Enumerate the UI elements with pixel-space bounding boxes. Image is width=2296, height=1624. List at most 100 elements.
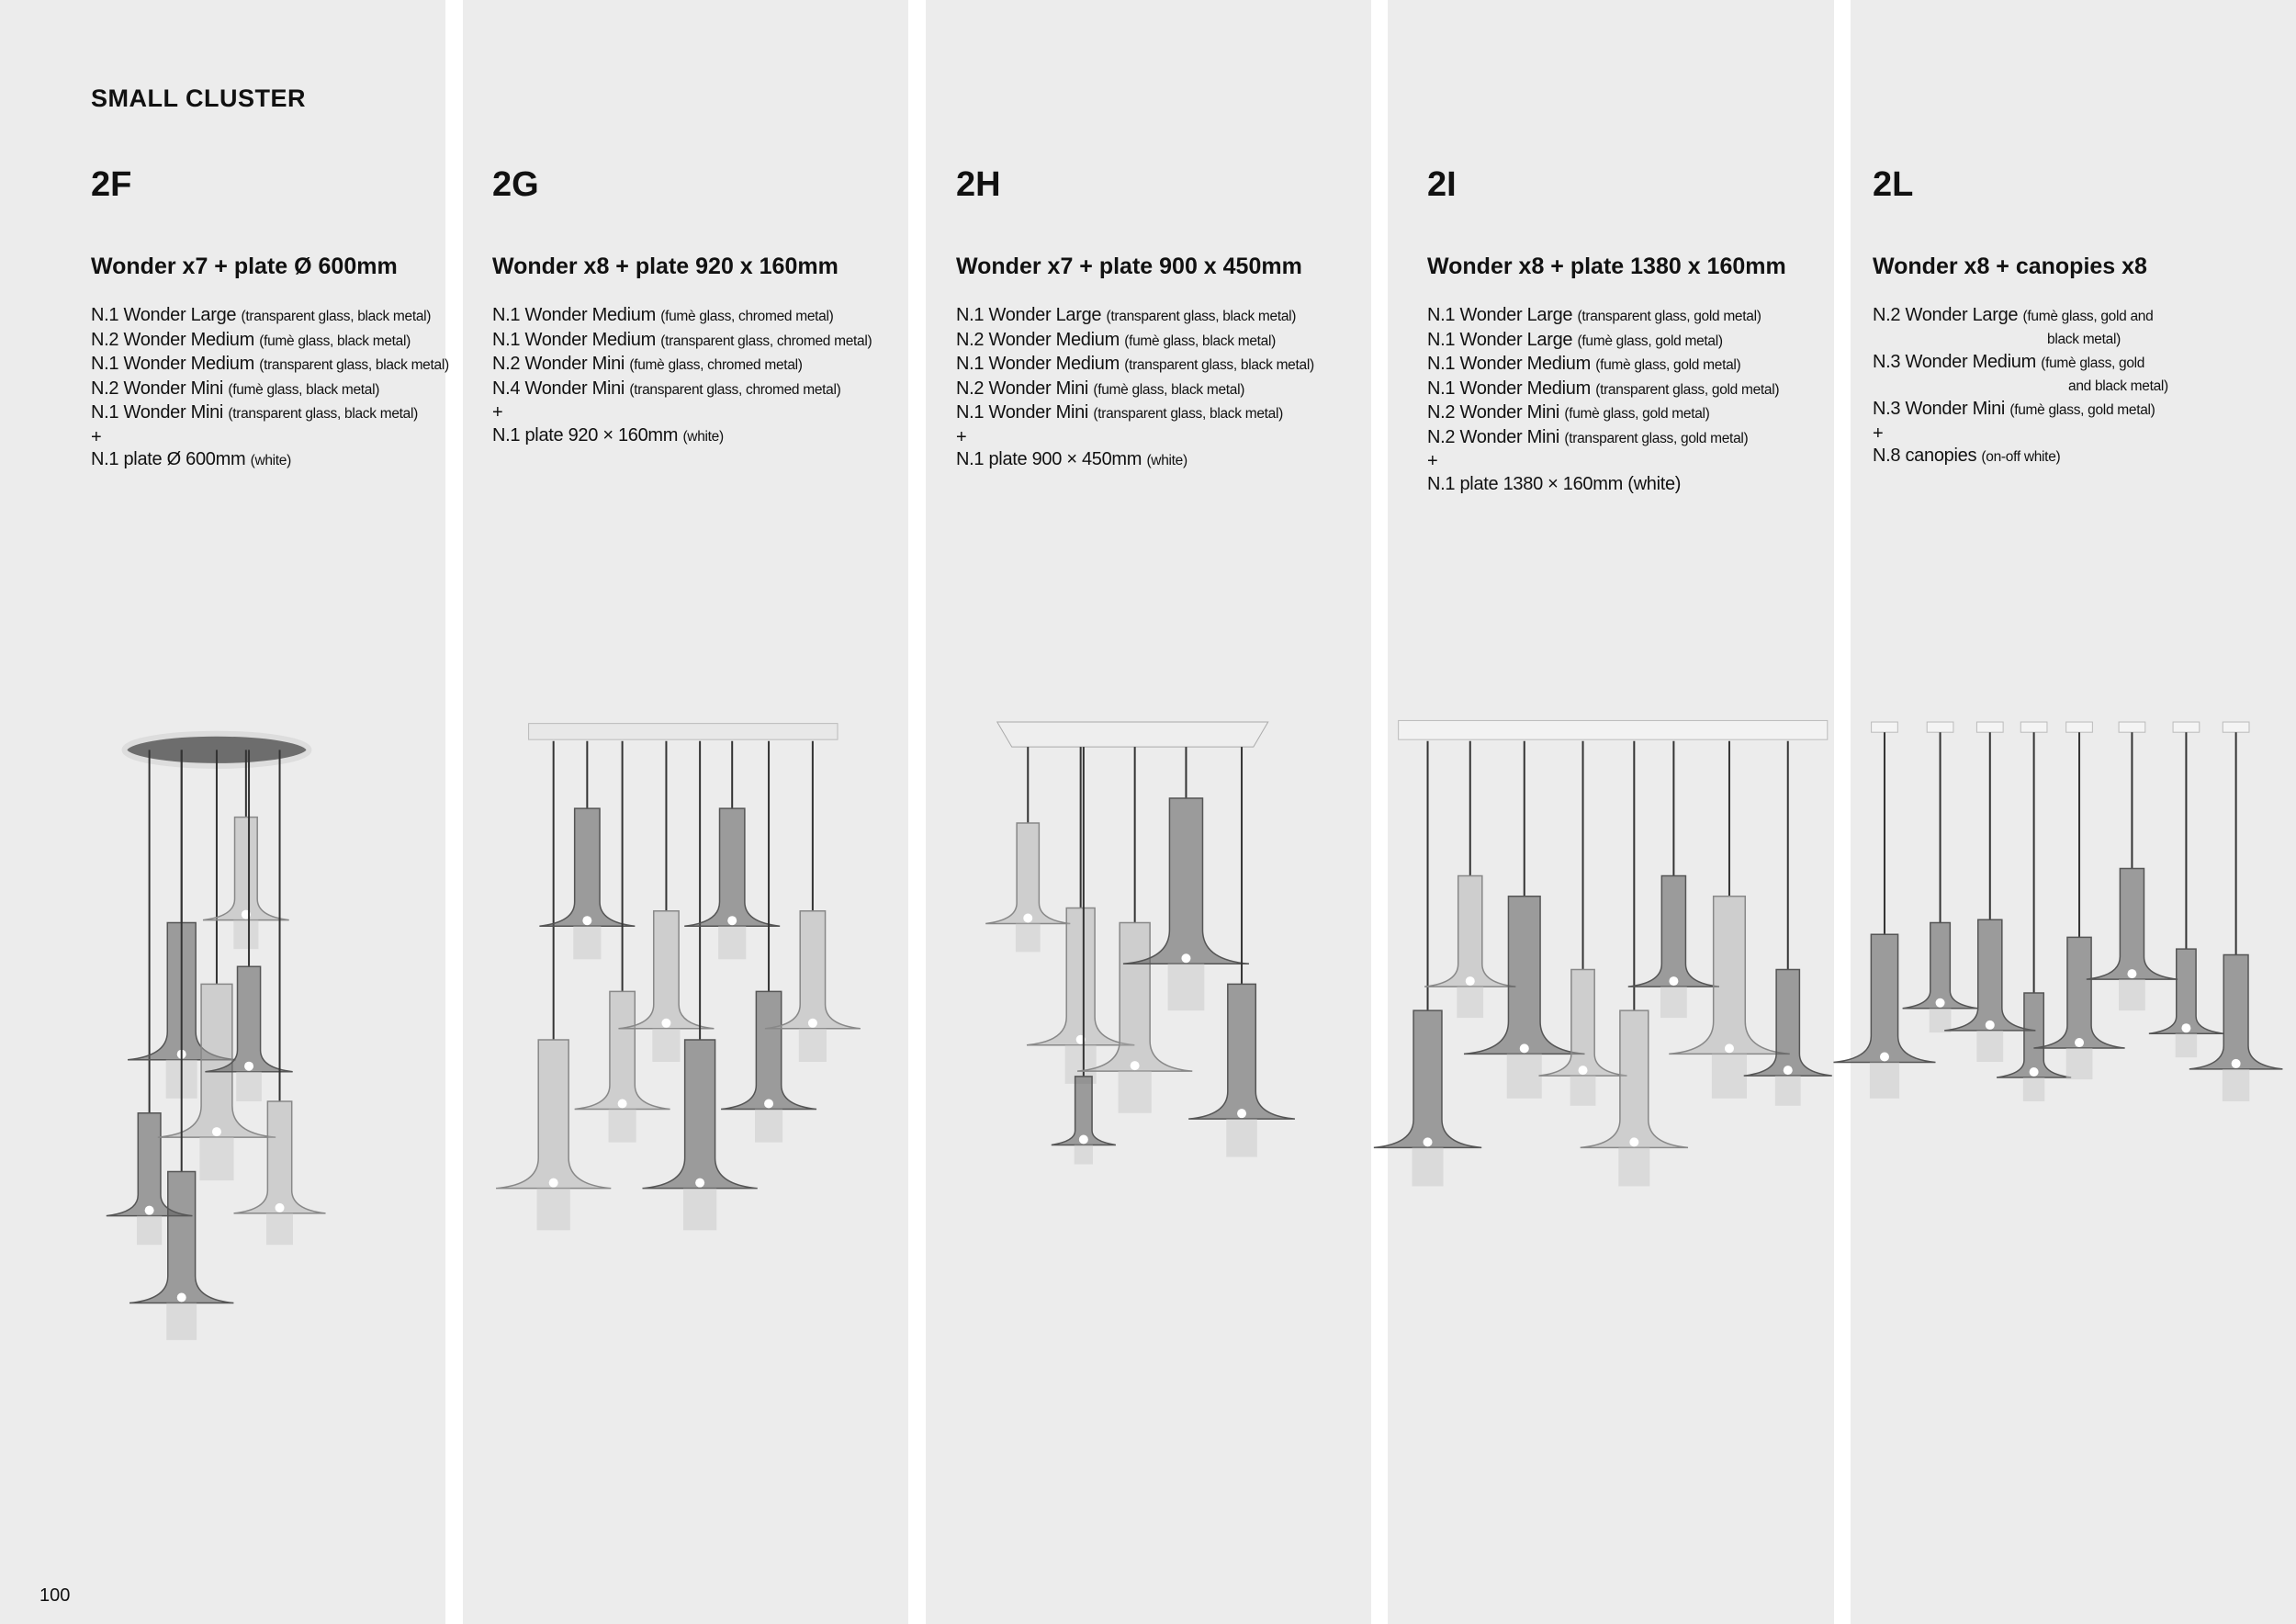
component-name: N.8 canopies bbox=[1873, 445, 1977, 466]
wonder-pendant-stem bbox=[573, 926, 602, 960]
component-item: N.2 Wonder Mini (fumè glass, chromed met… bbox=[492, 353, 872, 378]
section-title: SMALL CLUSTER bbox=[91, 85, 306, 112]
wonder-pendant-glass bbox=[2189, 953, 2283, 1070]
wonder-pendant-stem bbox=[199, 1137, 234, 1181]
wonder-pendant-stem bbox=[137, 1215, 163, 1246]
wonder-pendant-stem bbox=[1167, 964, 1205, 1011]
component-item: N.3 Wonder Mini (fumè glass, gold metal) bbox=[1873, 398, 2168, 423]
component-name: N.2 Wonder Mini bbox=[91, 378, 224, 399]
wonder-pendant-stem bbox=[1711, 1054, 1748, 1099]
component-name: + bbox=[1873, 423, 1884, 444]
component-item: N.1 Wonder Medium (fumè glass, gold meta… bbox=[1427, 353, 1779, 378]
component-name: N.1 plate 900 × 450mm bbox=[956, 449, 1142, 469]
light-bulb-icon bbox=[695, 1178, 705, 1188]
component-detail: (fumè glass, chromed metal) bbox=[660, 309, 834, 324]
component-detail: (fumè glass, gold metal) bbox=[1595, 357, 1741, 373]
wonder-pendant-stem bbox=[1506, 1054, 1542, 1099]
wonder-pendant-stem bbox=[652, 1028, 681, 1062]
light-bulb-icon bbox=[176, 1292, 186, 1303]
wonder-pendant-glass bbox=[1627, 874, 1720, 987]
component-detail: (transparent glass, gold metal) bbox=[1595, 381, 1780, 398]
component-detail: (transparent glass, black metal) bbox=[1106, 309, 1297, 324]
wonder-pendant-glass bbox=[1051, 1076, 1116, 1146]
wonder-pendant-stem bbox=[2222, 1068, 2250, 1101]
wonder-pendant-glass bbox=[496, 1039, 612, 1190]
component-name: N.2 Wonder Medium bbox=[956, 329, 1120, 350]
wonder-pendant-glass bbox=[539, 807, 636, 927]
wonder-pendant-stem bbox=[755, 1109, 783, 1143]
wonder-pendant-stem bbox=[1226, 1119, 1257, 1157]
canopy bbox=[1871, 721, 1898, 733]
component-list: N.1 Wonder Large (transparent glass, bla… bbox=[91, 304, 449, 473]
rectangular-plate bbox=[1398, 719, 1829, 740]
light-bulb-icon bbox=[2127, 969, 2137, 979]
light-bulb-icon bbox=[1023, 913, 1033, 923]
wonder-pendant-stem bbox=[1457, 987, 1484, 1019]
light-bulb-icon bbox=[1724, 1043, 1734, 1054]
wonder-pendant-stem bbox=[2065, 1048, 2093, 1080]
configuration-code: 2I bbox=[1427, 165, 1457, 204]
wonder-pendant-glass bbox=[618, 909, 715, 1030]
wonder-pendant-stem bbox=[718, 926, 747, 960]
wonder-pendant-stem bbox=[2175, 1033, 2198, 1058]
light-bulb-icon bbox=[1237, 1109, 1247, 1119]
light-bulb-icon bbox=[727, 916, 737, 926]
component-detail: (fumè glass, gold metal) bbox=[2009, 402, 2155, 418]
light-bulb-icon bbox=[1783, 1066, 1793, 1076]
light-bulb-icon bbox=[1519, 1043, 1529, 1054]
light-bulb-icon bbox=[1935, 998, 1945, 1008]
component-detail: (white) bbox=[682, 428, 724, 445]
configuration-code: 2G bbox=[492, 165, 539, 204]
column-panel-2h bbox=[926, 0, 1371, 1624]
component-detail: (transparent glass, black metal) bbox=[1093, 406, 1283, 422]
component-item: N.1 Wonder Medium (transparent glass, go… bbox=[1427, 378, 1780, 402]
component-list: N.1 Wonder Medium (fumè glass, chromed m… bbox=[492, 304, 872, 448]
component-item: N.1 Wonder Large (transparent glass, gol… bbox=[1427, 304, 1779, 329]
wonder-pendant-glass bbox=[1373, 1009, 1482, 1149]
component-item: N.1 Wonder Medium (fumè glass, chromed m… bbox=[492, 304, 872, 329]
light-bulb-icon bbox=[764, 1099, 774, 1109]
light-bulb-icon bbox=[275, 1202, 285, 1212]
component-name: N.1 Wonder Medium bbox=[1427, 378, 1591, 399]
component-name: N.1 Wonder Medium bbox=[91, 354, 254, 374]
component-item: N.1 Wonder Medium (transparent glass, bl… bbox=[91, 353, 449, 378]
rectangular-plate bbox=[528, 723, 838, 740]
component-name: N.2 Wonder Mini bbox=[1427, 426, 1560, 447]
configuration-heading: Wonder x7 + plate Ø 600mm bbox=[91, 254, 398, 279]
component-name: N.1 Wonder Medium bbox=[492, 329, 656, 350]
component-item: N.2 Wonder Mini (transparent glass, gold… bbox=[1427, 426, 1779, 451]
canopy bbox=[2118, 721, 2146, 733]
component-name: N.2 Wonder Mini bbox=[492, 354, 625, 374]
component-name: + bbox=[1427, 451, 1438, 471]
light-bulb-icon bbox=[1578, 1066, 1588, 1076]
configuration-code: 2L bbox=[1873, 165, 1914, 204]
configuration-code: 2F bbox=[91, 165, 132, 204]
component-item: N.3 Wonder Medium (fumè glass, gold and b… bbox=[1873, 351, 2168, 398]
component-name: N.1 Wonder Mini bbox=[91, 402, 224, 423]
wonder-pendant-stem bbox=[236, 1071, 262, 1101]
rectangular-plate bbox=[996, 721, 1269, 748]
component-item: N.1 Wonder Mini (transparent glass, blac… bbox=[956, 401, 1314, 426]
column-panel-2l bbox=[1851, 0, 2296, 1624]
component-name: N.4 Wonder Mini bbox=[492, 378, 625, 399]
column-panel-2f bbox=[0, 0, 445, 1624]
light-bulb-icon bbox=[582, 916, 592, 926]
component-detail: (fumè glass, black metal) bbox=[1093, 381, 1245, 398]
wonder-pendant-stem bbox=[2022, 1077, 2045, 1101]
component-item: N.1 plate 900 × 450mm (white) bbox=[956, 448, 1314, 473]
wonder-pendant-glass bbox=[721, 990, 817, 1111]
component-item: N.2 Wonder Medium (fumè glass, black met… bbox=[956, 329, 1314, 354]
component-name: N.3 Wonder Mini bbox=[1873, 399, 2006, 419]
wonder-pendant-stem bbox=[1929, 1008, 1952, 1033]
light-bulb-icon bbox=[661, 1018, 671, 1028]
component-detail: (transparent glass, gold metal) bbox=[1564, 430, 1749, 446]
wonder-pendant-stem bbox=[1618, 1147, 1650, 1187]
wonder-pendant-stem bbox=[608, 1109, 636, 1143]
configuration-heading: Wonder x8 + plate 1380 x 160mm bbox=[1427, 254, 1786, 279]
component-item: N.2 Wonder Medium (fumè glass, black met… bbox=[91, 329, 449, 354]
component-name: N.1 Wonder Mini bbox=[956, 402, 1089, 423]
configuration-heading: Wonder x8 + canopies x8 bbox=[1873, 254, 2147, 279]
component-list: N.2 Wonder Large (fumè glass, gold and bl… bbox=[1873, 304, 2168, 469]
wonder-pendant-glass bbox=[1833, 933, 1936, 1064]
light-bulb-icon bbox=[617, 1099, 627, 1109]
